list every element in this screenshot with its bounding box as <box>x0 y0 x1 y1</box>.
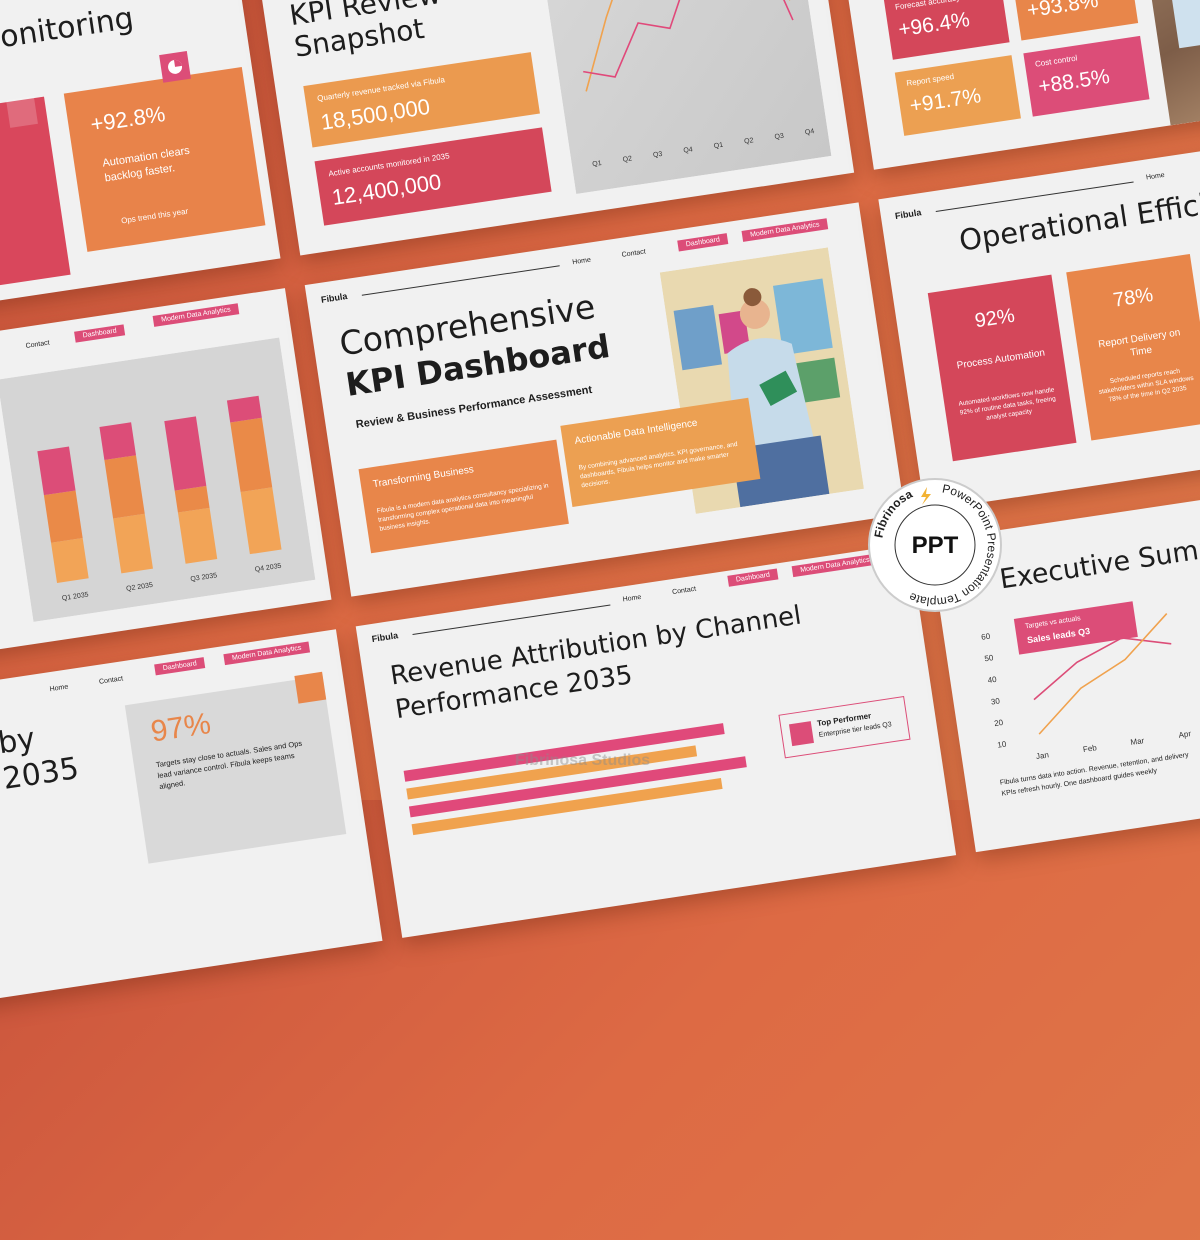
bar-segment <box>37 447 75 496</box>
operational-slide: Fibula Home Operational Efficiency 92%Pr… <box>878 117 1200 511</box>
kpi-value: +93.8% <box>1025 0 1100 23</box>
pie-icon <box>159 51 191 83</box>
stat-card: Active accounts monitored in 2035 12,400… <box>315 127 552 225</box>
pie-slice <box>174 59 182 67</box>
x-tick-label: Mar <box>1130 736 1145 747</box>
photo-figure <box>1162 0 1200 48</box>
x-tick-label: Q3 <box>653 151 663 159</box>
watermark: Fibrinosa Studios <box>515 752 650 770</box>
kpi-card: +92.8% Automation clears backlog faster.… <box>64 67 266 252</box>
x-tick-label: Q2 <box>744 137 754 145</box>
nav-link: Home <box>572 257 592 267</box>
kpi-value: +92.8% <box>89 101 167 138</box>
monitoring-slide: Monitoring +92.8% Automation clears back… <box>0 0 281 341</box>
badge: Fibrinosa PowerPoint Presentation Templa… <box>865 475 1005 615</box>
nav-link: Contact <box>621 248 646 258</box>
x-tick-label: Q3 <box>774 133 784 141</box>
kpi-value: 78% <box>1070 278 1197 319</box>
y-tick-label: 10 <box>997 739 1008 749</box>
nav-link: Contact <box>99 675 124 685</box>
cover-slide: Fibula Home Contact Dashboard Modern Dat… <box>305 202 905 596</box>
chart-panel <box>533 0 832 194</box>
y-tick-label: 30 <box>990 696 1001 706</box>
kpi-title: Process Automation <box>948 345 1054 373</box>
kpi-value: +91.7% <box>908 84 983 118</box>
kpi-value: +96.4% <box>897 8 972 42</box>
x-tick-label: Q4 <box>805 128 815 136</box>
x-tick-label: Jan <box>1035 750 1049 761</box>
kpi-card: 92% Process Automation Automated workflows… <box>928 275 1077 462</box>
kpi-title: Report Delivery on Time <box>1086 325 1194 366</box>
badge-label: PPT <box>912 532 959 559</box>
nav-link: Home <box>622 594 642 604</box>
kpi-footnote: Ops trend this year <box>121 207 189 226</box>
kpi-card: Report speed+91.7% <box>895 55 1021 136</box>
nav-link: Contact <box>25 340 50 350</box>
quarterly-slide: Home Contact Dashboard Modern Data Analy… <box>0 288 332 682</box>
kpi-text: Automated workflows now handle 92% of ro… <box>956 385 1060 427</box>
bar-segment <box>99 422 136 460</box>
card-title: Actionable Data Intelligence <box>574 418 698 447</box>
slide-title: Monitoring <box>0 1 136 59</box>
page: Monitoring +92.8% Automation clears back… <box>0 0 1200 800</box>
brand: Fibula <box>320 291 348 305</box>
nav-tag: Dashboard <box>154 657 205 675</box>
kpi-value: 92% <box>931 298 1058 339</box>
nav-link: Home <box>1146 172 1166 182</box>
brand: Fibula <box>371 630 399 644</box>
slide-title: by <box>0 721 37 761</box>
nav-link: Home <box>49 684 69 694</box>
nav-tag: Dashboard <box>677 233 728 251</box>
nav-tag: Modern Data Analytics <box>742 218 829 242</box>
y-tick-label: 20 <box>994 718 1005 728</box>
kpi-card: 97% Targets stay close to actuals. Sales… <box>125 676 346 864</box>
x-tick-label: Q1 <box>713 142 723 150</box>
brand: Fibula <box>894 207 922 221</box>
nav-line <box>412 604 610 635</box>
forecast-slide: Forecast accuracy+96.4% +93.8% Report spee… <box>827 0 1200 170</box>
y-tick-label: 60 <box>981 632 992 642</box>
y-tick-label: 50 <box>984 653 995 663</box>
callout-icon <box>789 721 814 746</box>
line-chart: Q1 Q2 Q3 Q4 Q1 Q2 Q3 Q4 <box>533 0 832 194</box>
x-tick-label: Q1 <box>592 160 602 168</box>
info-card: Transforming Business Fibula is a modern… <box>359 440 569 554</box>
nav-tag: Dashboard <box>727 568 778 586</box>
kpi-label: Cost control <box>1034 53 1078 68</box>
card-text: By combining advanced analytics, KPI gov… <box>578 439 750 491</box>
x-tick-label: Feb <box>1082 743 1098 754</box>
kpi-value: 97% <box>149 707 213 750</box>
kpi-text: Automation clears backlog faster. <box>102 139 225 186</box>
x-tick-label: Apr <box>1178 729 1192 740</box>
bar-segment <box>175 486 210 513</box>
card-text: Fibula is a modern data analytics consul… <box>376 480 558 533</box>
outlook-slide: Home Contact Dashboard Modern Data Analy… <box>0 629 382 1023</box>
pie-glyph <box>159 51 191 83</box>
nav-tag: Dashboard <box>74 324 125 342</box>
x-tick-label: Q4 <box>683 146 693 154</box>
x-tick-label: Q2 <box>622 155 632 163</box>
kpi-value: +88.5% <box>1037 65 1112 99</box>
kpi-card: Forecast accuracy+96.4% <box>883 0 1009 60</box>
y-tick-label: 40 <box>987 675 998 685</box>
bar-segment <box>51 538 89 583</box>
kpi-text: Scheduled reports reach stakeholders wit… <box>1094 365 1198 407</box>
nav-link: Contact <box>672 586 697 596</box>
pie-icon <box>294 672 326 704</box>
horizontal-bar-chart <box>375 696 788 874</box>
kpi-card: +93.8% <box>1012 0 1138 40</box>
kpi-label: Report speed <box>906 72 955 88</box>
kpi-card: Cost control+88.5% <box>1023 36 1149 117</box>
bar-segment <box>227 396 262 423</box>
nav-line <box>362 265 560 296</box>
callout: Top Performer Enterprise tier leads Q3 <box>778 696 910 758</box>
nav-tag: Modern Data Analytics <box>153 303 240 327</box>
nav-tag: Modern Data Analytics <box>223 641 310 665</box>
card-title: Transforming Business <box>372 464 474 490</box>
pie-icon <box>6 96 38 128</box>
